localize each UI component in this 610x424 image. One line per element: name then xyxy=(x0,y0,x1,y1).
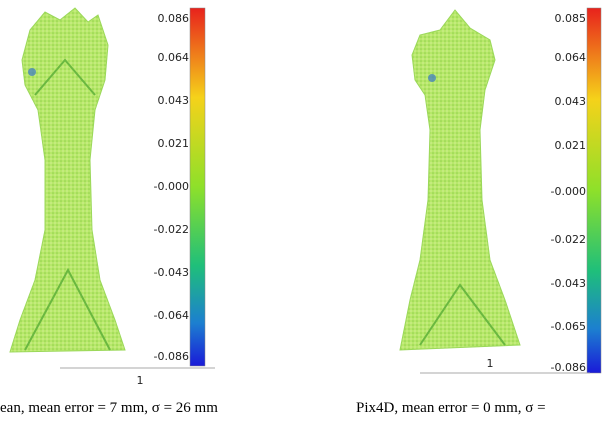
tick-label: -0.043 xyxy=(154,266,189,279)
tick-label: 0.043 xyxy=(555,95,587,108)
colorbar-left xyxy=(189,7,206,367)
tick-label: -0.043 xyxy=(551,277,586,290)
tick-label: -0.086 xyxy=(154,350,189,363)
tick-label: -0.064 xyxy=(154,309,189,322)
tick-label: -0.065 xyxy=(551,320,586,333)
point-cloud-left xyxy=(9,7,126,353)
tick-label: 0.064 xyxy=(555,51,587,64)
tick-label: -0.086 xyxy=(551,361,586,374)
tick-label: -0.000 xyxy=(551,185,586,198)
scale-label: 1 xyxy=(137,374,144,387)
colorbar-right-ticks: 0.085 0.064 0.043 0.021 -0.000 -0.022 -0… xyxy=(551,12,586,374)
tick-label: -0.022 xyxy=(154,223,189,236)
caption-left: ean, mean error = 7 mm, σ = 26 mm xyxy=(0,400,218,416)
tick-label: 0.086 xyxy=(158,12,190,25)
tick-label: -0.022 xyxy=(551,233,586,246)
colorbar-left-ticks: 0.086 0.064 0.043 0.021 -0.000 -0.022 -0… xyxy=(154,12,189,363)
caption-right: Pix4D, mean error = 0 mm, σ = xyxy=(356,400,546,416)
tick-label: 0.064 xyxy=(158,51,190,64)
tick-label: 0.021 xyxy=(158,137,190,150)
tick-label: -0.000 xyxy=(154,180,189,193)
tick-label: 0.043 xyxy=(158,94,190,107)
tick-label: 0.021 xyxy=(555,139,587,152)
colorbar-right xyxy=(586,7,602,374)
point-cloud-right xyxy=(399,9,521,351)
scale-label: 1 xyxy=(487,357,494,370)
tick-label: 0.085 xyxy=(555,12,587,25)
